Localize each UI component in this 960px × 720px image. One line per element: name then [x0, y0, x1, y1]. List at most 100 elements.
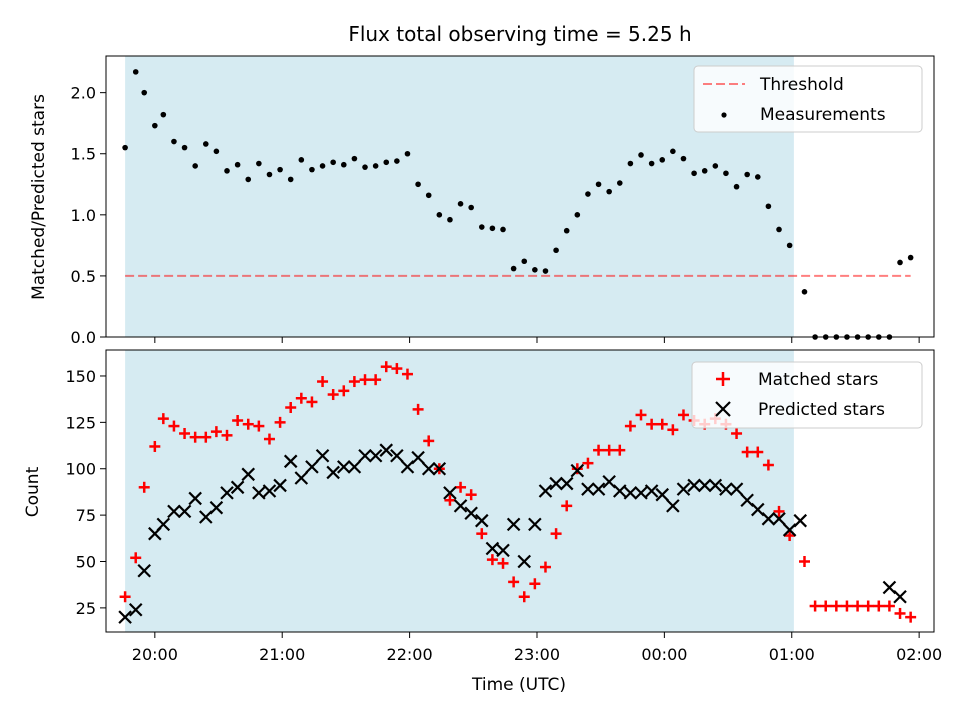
- matched-star-point: [798, 556, 810, 567]
- matched-star-point: [677, 409, 689, 421]
- top-y-tick-label: 1.0: [71, 206, 96, 225]
- matched-star-point: [741, 446, 753, 458]
- predicted-star-point: [506, 517, 521, 532]
- x-tick-label: 01:00: [769, 645, 815, 664]
- top-shaded-span: [125, 56, 794, 337]
- matched-star-point: [731, 427, 743, 439]
- measurement-point: [394, 158, 400, 164]
- matched-star-point: [338, 385, 350, 397]
- measurement-point: [202, 141, 209, 147]
- predicted-star-point: [315, 448, 330, 463]
- matched-star-point: [380, 361, 392, 373]
- measurement-point: [330, 159, 336, 166]
- matched-star-point: [852, 600, 864, 612]
- matched-star-point: [465, 489, 477, 501]
- matched-star-point: [667, 424, 679, 436]
- measurement-point: [553, 247, 559, 254]
- predicted-star-point: [294, 471, 309, 485]
- predicted-star-point: [666, 499, 680, 513]
- matched-star-point: [179, 427, 191, 439]
- predicted-star-point: [283, 454, 298, 469]
- matched-star-point: [508, 576, 520, 588]
- x-axis-label: Time (UTC): [471, 675, 566, 695]
- matched-star-point: [809, 600, 821, 612]
- measurement-point: [776, 226, 782, 233]
- predicted-star-point: [358, 448, 372, 463]
- predicted-star-point: [655, 487, 670, 502]
- top-y-tick-label: 1.5: [71, 145, 96, 164]
- bottom-legend-box: [691, 361, 923, 429]
- matched-star-point: [274, 416, 286, 428]
- measurement-point: [372, 163, 379, 169]
- measurement-point: [141, 89, 148, 96]
- predicted-star-point: [453, 499, 468, 513]
- measurement-point: [234, 161, 241, 168]
- predicted-star-point: [697, 478, 712, 493]
- matched-star-point: [285, 402, 297, 414]
- matched-star-point: [486, 554, 498, 566]
- predicted-star-point: [421, 461, 436, 476]
- top-axis-ticks: 0.0 0.5 1.0 1.5 2.0: [71, 84, 920, 347]
- top-y-tick-label: 0.5: [71, 267, 96, 286]
- measurement-point: [542, 268, 549, 274]
- predicted-star-point: [549, 476, 563, 491]
- matched-star-point: [348, 376, 360, 388]
- measurement-point: [447, 216, 453, 223]
- matched-star-point: [317, 376, 329, 388]
- predicted-legend-label: Predicted stars: [758, 400, 885, 420]
- matched-star-point: [582, 457, 594, 469]
- matched-star-point: [905, 611, 917, 623]
- predicted-star-point: [517, 554, 532, 569]
- matched-star-point: [370, 374, 382, 386]
- predicted-star-point: [443, 486, 457, 500]
- measurement-point: [754, 174, 761, 180]
- matched-star-point: [401, 368, 413, 380]
- measurement-point: [648, 160, 655, 167]
- measurements-legend-label: Measurements: [760, 105, 886, 125]
- matched-star-point: [593, 444, 605, 456]
- predicted-star-point: [591, 482, 606, 496]
- measurement-point: [256, 160, 262, 167]
- measurement-point: [266, 171, 273, 178]
- matched-star-point: [571, 463, 583, 475]
- predicted-star-point: [390, 448, 404, 463]
- predicted-star-point: [156, 517, 171, 532]
- matched-star-point: [762, 459, 774, 471]
- matched-star-point: [518, 591, 530, 603]
- bottom-legend: Matched stars Predicted stars: [691, 361, 923, 429]
- chart-title: Flux total observing time = 5.25 h: [348, 22, 691, 46]
- measurements-legend-swatch: [721, 112, 727, 118]
- predicted-star-point: [570, 463, 585, 478]
- matched-stars-points: [119, 361, 917, 623]
- matched-star-point: [894, 607, 906, 619]
- matched-legend-swatch: [716, 372, 730, 386]
- predicted-star-point: [137, 563, 151, 578]
- measurement-point: [659, 157, 666, 163]
- measurement-point: [744, 171, 750, 178]
- x-tick-label: 22:00: [387, 645, 433, 664]
- measurement-point: [701, 168, 708, 174]
- matched-star-point: [646, 418, 658, 430]
- matched-star-point: [820, 600, 832, 612]
- measurement-point: [468, 204, 474, 211]
- predicted-star-point: [167, 504, 181, 519]
- matched-star-point: [423, 435, 435, 447]
- predicted-star-point: [326, 465, 340, 480]
- predicted-star-point: [262, 484, 277, 498]
- predicted-star-point: [379, 443, 394, 457]
- matched-star-point: [157, 413, 169, 425]
- measurement-point: [309, 166, 315, 173]
- matched-star-point: [624, 420, 636, 432]
- predicted-star-point: [893, 589, 907, 604]
- predicted-star-point: [708, 478, 723, 493]
- predicted-star-point: [676, 482, 691, 496]
- matched-star-point: [412, 403, 424, 415]
- bottom-plot-frame: [105, 349, 935, 633]
- measurement-point: [340, 161, 347, 168]
- matched-star-point: [529, 578, 541, 590]
- predicted-star-point: [230, 480, 245, 495]
- measurement-point: [224, 168, 230, 174]
- bottom-panel: 20:00 21:00 22:00 23:00 00:00 01:00 02:00 25 50 7…: [23, 349, 942, 695]
- measurement-point: [500, 226, 506, 233]
- matched-star-point: [210, 426, 222, 438]
